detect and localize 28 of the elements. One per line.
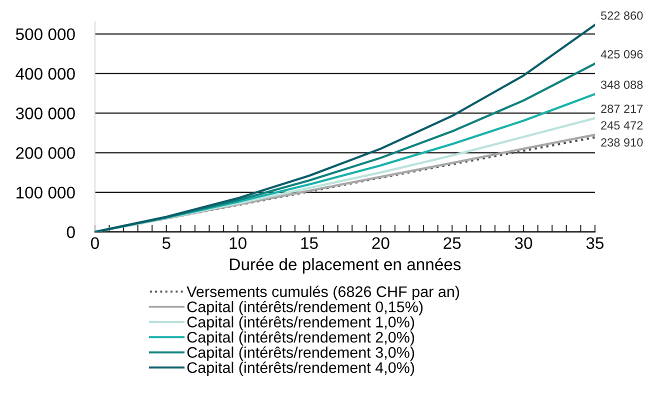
- x-tick-label: 15: [301, 237, 318, 250]
- x-tick-label: 35: [586, 237, 604, 250]
- data-label: 287 217: [601, 104, 643, 114]
- legend-label: Capital (intérêts/rendement 0,15%): [187, 300, 423, 316]
- data-label: 425 096: [600, 50, 643, 58]
- x-tick-label: 20: [372, 237, 390, 250]
- data-label: 238 910: [601, 138, 643, 147]
- legend-label: Capital (intérêts/rendement 4,0%): [187, 362, 414, 376]
- legend-label: Versements cumulés (6826 CHF par an): [186, 286, 460, 300]
- y-tick-label: 100 000: [16, 186, 75, 199]
- x-axis-title: Durée de placement en années: [230, 258, 461, 274]
- x-tick-label: 30: [514, 237, 532, 250]
- legend-label: Capital (intérêts/rendement 1,0%): [187, 316, 414, 330]
- y-tick-label: 300 000: [16, 108, 75, 120]
- legend-label: Capital (intérêts/rendement 2,0%): [187, 331, 414, 346]
- y-tick-label: 0: [66, 226, 75, 238]
- x-tick-label: 10: [230, 237, 246, 250]
- data-label: 245 472: [601, 121, 643, 130]
- y-tick-label: 500 000: [16, 28, 75, 40]
- data-label: 348 088: [600, 80, 643, 89]
- line-series: [94, 24, 595, 232]
- x-tick-label: 5: [162, 237, 170, 250]
- y-tick-label: 400 000: [16, 68, 75, 80]
- data-label: 522 860: [600, 11, 643, 20]
- x-tick-label: 0: [90, 237, 99, 250]
- x-tick-label: 25: [444, 237, 461, 250]
- legend-label: Capital (intérêts/rendement 3,0%): [187, 346, 414, 361]
- y-tick-label: 200 000: [16, 147, 75, 159]
